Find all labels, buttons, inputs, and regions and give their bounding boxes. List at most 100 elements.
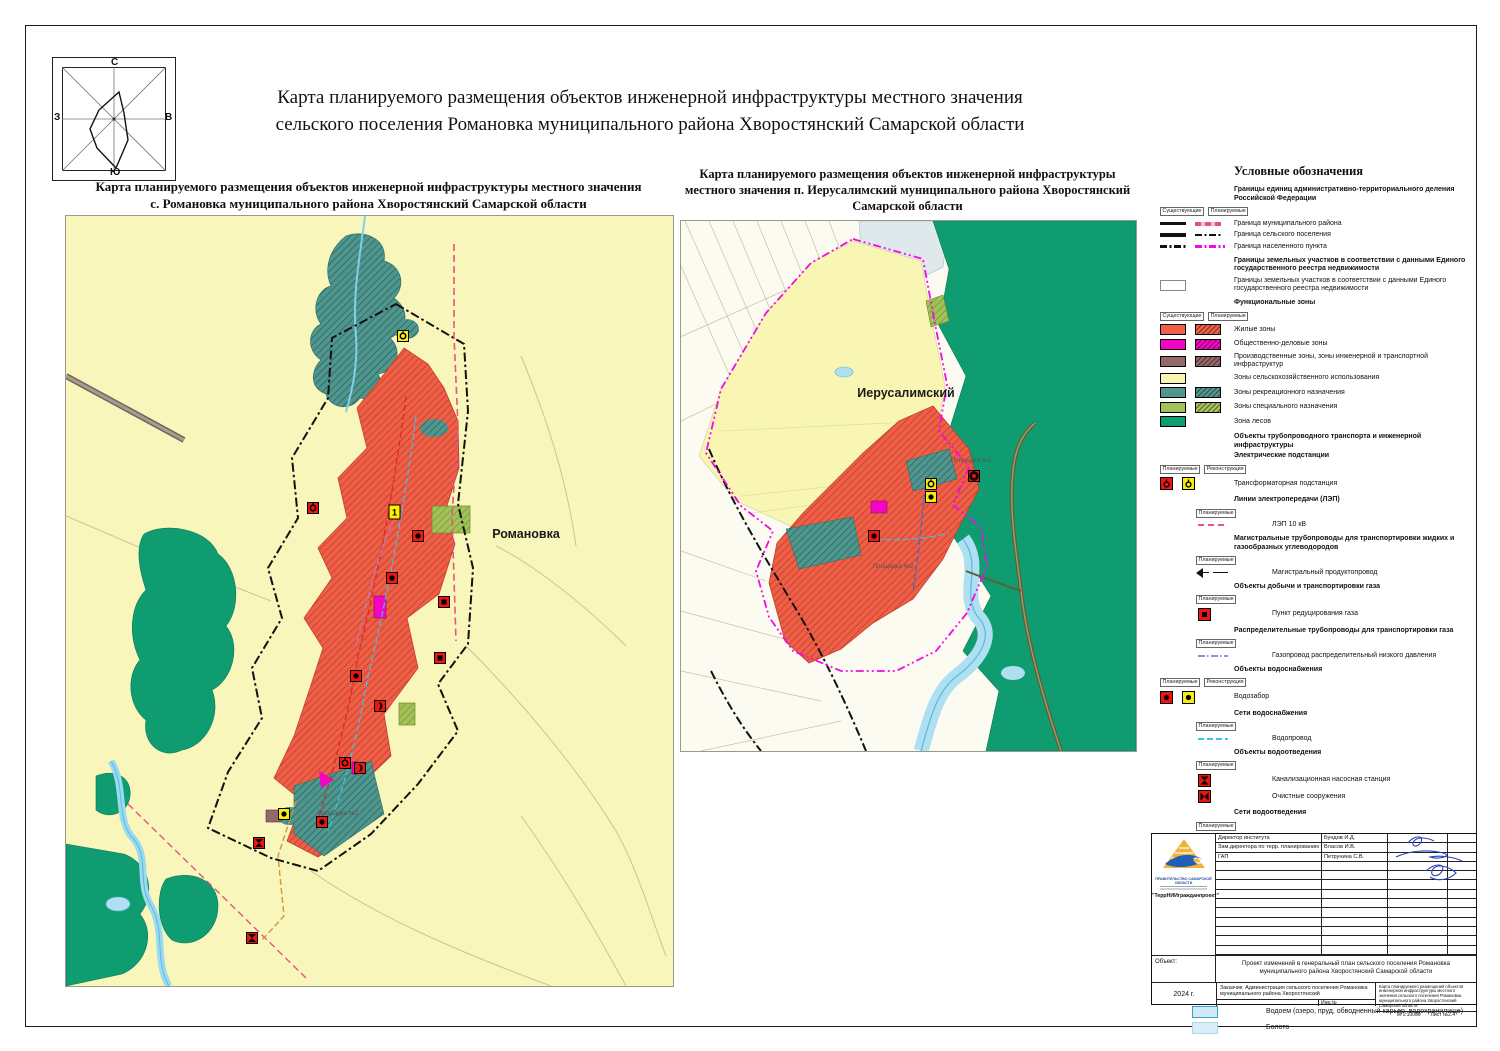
sewer-station-icon <box>246 932 258 944</box>
water-intake-icon <box>925 491 937 503</box>
right-map-title-line1: Карта планируемого размещения объектов и… <box>699 167 1116 181</box>
swamp-swatch <box>1192 1021 1218 1034</box>
transformer-reconstruction-icon <box>1182 477 1195 490</box>
reservoir-swatch <box>1192 1006 1218 1018</box>
legend-label: Граница муниципального района <box>1234 219 1342 227</box>
locality-boundary <box>206 302 475 873</box>
role-cell: ГАП <box>1216 852 1322 862</box>
legend-water-net-heading: Сети водоснабжения <box>1234 709 1308 717</box>
legend-waternet-column-header: Планируемые <box>1196 722 1476 731</box>
sewer-station-icon <box>253 837 265 849</box>
main-road <box>965 421 1063 751</box>
rural-planned-line <box>1195 233 1221 237</box>
product-pipeline-line <box>1196 568 1228 577</box>
gas-point-icon <box>1198 607 1211 621</box>
legend-trunk-heading: Магистральные трубопроводы для транспорт… <box>1234 535 1455 551</box>
object-text: Проект изменений в генеральный план сель… <box>1241 960 1450 975</box>
legend-water-column-headers: Планируемые Реконструкция <box>1160 678 1476 687</box>
col-planned: Планируемые <box>1208 311 1249 321</box>
col-planned: Планируемые <box>1196 595 1237 604</box>
legend-item-business: Общественно-деловые зоны <box>1158 338 1476 350</box>
col-reconstruction: Реконструкция <box>1204 464 1247 474</box>
business-planned-swatch <box>1195 338 1221 350</box>
site2-label: Площадка №2 <box>873 563 914 570</box>
water-intake-icon <box>278 808 290 820</box>
legend-power-heading: Электрические подстанции <box>1234 452 1330 459</box>
recreation-patches <box>785 294 958 570</box>
col-planned: Планируемые <box>1196 508 1237 518</box>
residential-zone <box>273 347 460 858</box>
site-label: Площадка №1 <box>318 810 359 817</box>
legend-label: Зоны сельскохозяйственного использования <box>1234 374 1380 381</box>
wind-rose-polygon <box>89 90 129 170</box>
object-icons <box>246 330 450 944</box>
legend-item-swamp: Болото <box>1158 1021 1476 1034</box>
water-intake-icon <box>868 530 880 542</box>
legend-item-egrn: Границы земельных участков в соответстви… <box>1158 277 1476 293</box>
gov-label: ПРАВИТЕЛЬСТВО САМАРСКОЙ ОБЛАСТИ <box>1155 877 1212 886</box>
legend-gasdist-column-header: Планируемые <box>1196 639 1476 648</box>
water-intake-planned-icon <box>1160 690 1173 704</box>
col-reconstruction: Реконструкция <box>1204 678 1247 687</box>
transformer-icon <box>397 330 409 342</box>
water-intake-icon <box>386 572 398 584</box>
right-map-canvas: Иерусалимский Площадка №2 Площадка №3 <box>680 220 1137 752</box>
legend-zones-heading: Функциональные зоны <box>1234 299 1316 306</box>
sewer-treatment-icon <box>1198 790 1211 803</box>
recreation-marsh <box>310 216 406 413</box>
industrial-planned-swatch <box>1195 355 1221 367</box>
legend-item-gas-pipeline: Газопровод распределительный низкого дав… <box>1158 652 1476 660</box>
name-cell: Власов И.В. <box>1322 843 1388 853</box>
right-map-title: Карта планируемого размещения объектов и… <box>680 166 1135 214</box>
org-logo-cell: ПРАВИТЕЛЬСТВО САМАРСКОЙ ОБЛАСТИ "ТеррНИИ… <box>1152 834 1219 955</box>
business-existing-swatch <box>1160 338 1186 350</box>
legend-trunk-column-header: Планируемые <box>1196 556 1476 565</box>
recreation-existing-swatch <box>1160 387 1186 398</box>
legend-egrn-heading: Границы земельных участков в соответстви… <box>1234 256 1466 273</box>
col-planned: Планируемые <box>1160 678 1201 687</box>
rural-existing-line <box>1160 233 1186 237</box>
special-planned-swatch <box>1195 401 1221 413</box>
river <box>913 534 1025 751</box>
compass-east-label: В <box>165 112 173 123</box>
egrn-swatch <box>1160 279 1186 291</box>
org-small-print <box>1160 886 1207 892</box>
legend-item-forest: Зона лесов <box>1158 416 1476 427</box>
water-pipe-line <box>875 532 950 541</box>
marker-label: 1 <box>392 508 397 518</box>
industrial-existing-swatch <box>1160 355 1186 367</box>
legend-title: Условные обозначения <box>1234 164 1364 178</box>
water-intake-icon <box>316 816 328 828</box>
doc-name-cell: Карта планируемого размещения объектов и… <box>1376 983 1476 1012</box>
sewer-station-icon <box>1198 773 1211 787</box>
municipal-existing-line <box>1160 221 1186 226</box>
admin-boundary <box>708 448 867 751</box>
customer-cell: Заказчик: Администрация сельского поселе… <box>1220 985 1368 998</box>
legend-item-rural-boundary: Граница сельского поселения <box>1158 231 1476 239</box>
compass-graphic <box>62 67 166 171</box>
col-planned: Планируемые <box>1196 761 1237 770</box>
egrn-parcels-bottom <box>681 550 842 751</box>
legend-item-locality-boundary: Граница населенного пункта <box>1158 243 1476 251</box>
org-name: "ТеррНИИгражданпроект" <box>1152 893 1219 900</box>
col-planned: Планируемые <box>1196 821 1237 831</box>
residential-existing-swatch <box>1160 324 1186 335</box>
legend-item-transformer: Трансформаторная подстанция <box>1158 477 1476 490</box>
legend-item-product-pipeline: Магистральный продуктопровод <box>1158 568 1476 577</box>
legend-label: Зона лесов <box>1234 417 1271 425</box>
title-block: ПРАВИТЕЛЬСТВО САМАРСКОЙ ОБЛАСТИ "ТеррНИИ… <box>1151 833 1477 1018</box>
legend-label: Граница населенного пункта <box>1234 242 1327 250</box>
legend-lep-column-header: Планируемые <box>1196 508 1476 518</box>
sheet-title-line1: Карта планируемого размещения объектов и… <box>277 87 1023 108</box>
compass-west-label: З <box>54 112 61 123</box>
transformer-icon <box>968 470 980 482</box>
legend-label: Границы земельных участков в соответстви… <box>1234 277 1447 292</box>
legend-label: Канализационная насосная станция <box>1272 776 1391 783</box>
sheet-number: Лист №2.4 <box>1430 1011 1456 1018</box>
legend-gas-dist-heading: Распределительные трубопроводы для транс… <box>1234 626 1454 634</box>
legend-column-headers: Существующие Планируемые <box>1160 207 1476 216</box>
locality-existing-line <box>1160 245 1186 248</box>
gas-point-icon <box>434 652 446 664</box>
transformer-icon <box>307 502 319 514</box>
